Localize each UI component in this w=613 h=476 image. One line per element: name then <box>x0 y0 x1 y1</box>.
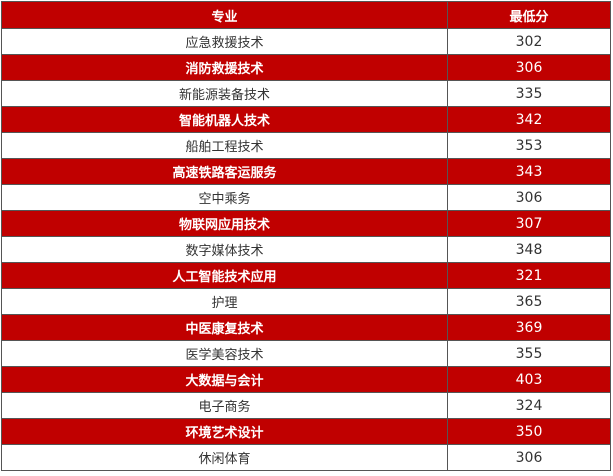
table-row: 船舶工程技术 353 <box>1 132 611 159</box>
major-cell: 中医康复技术 <box>1 314 448 341</box>
major-cell: 高速铁路客运服务 <box>1 158 448 185</box>
table-row: 数字媒体技术 348 <box>1 236 611 263</box>
table-row: 医学美容技术 355 <box>1 340 611 367</box>
major-cell: 智能机器人技术 <box>1 106 448 133</box>
major-cell: 护理 <box>1 288 448 315</box>
header-min-score: 最低分 <box>447 1 611 29</box>
table-row: 空中乘务 306 <box>1 184 611 211</box>
table-row: 环境艺术设计 350 <box>1 418 611 445</box>
score-cell: 350 <box>447 418 611 445</box>
score-cell: 355 <box>447 340 611 367</box>
score-cell: 365 <box>447 288 611 315</box>
table-row: 护理 365 <box>1 288 611 315</box>
score-cell: 306 <box>447 444 611 471</box>
table-row: 智能机器人技术 342 <box>1 106 611 133</box>
score-cell: 369 <box>447 314 611 341</box>
major-cell: 人工智能技术应用 <box>1 262 448 289</box>
score-cell: 335 <box>447 80 611 107</box>
major-cell: 数字媒体技术 <box>1 236 448 263</box>
score-cell: 343 <box>447 158 611 185</box>
score-cell: 324 <box>447 392 611 419</box>
table-row: 消防救援技术 306 <box>1 54 611 81</box>
major-cell: 电子商务 <box>1 392 448 419</box>
score-cell: 353 <box>447 132 611 159</box>
major-cell: 物联网应用技术 <box>1 210 448 237</box>
score-cell: 306 <box>447 184 611 211</box>
table-row: 中医康复技术 369 <box>1 314 611 341</box>
major-cell: 船舶工程技术 <box>1 132 448 159</box>
table-row: 新能源装备技术 335 <box>1 80 611 107</box>
score-cell: 321 <box>447 262 611 289</box>
table-row: 大数据与会计 403 <box>1 366 611 393</box>
table-row: 应急救援技术 302 <box>1 28 611 55</box>
major-cell: 休闲体育 <box>1 444 448 471</box>
table-row: 物联网应用技术 307 <box>1 210 611 237</box>
table-row: 人工智能技术应用 321 <box>1 262 611 289</box>
score-cell: 348 <box>447 236 611 263</box>
major-cell: 空中乘务 <box>1 184 448 211</box>
table-body: 应急救援技术 302 消防救援技术 306 新能源装备技术 335 智能机器人技术 342 船舶… <box>1 28 611 471</box>
major-cell: 大数据与会计 <box>1 366 448 393</box>
score-cell: 403 <box>447 366 611 393</box>
score-cell: 302 <box>447 28 611 55</box>
table-row: 电子商务 324 <box>1 392 611 419</box>
major-cell: 医学美容技术 <box>1 340 448 367</box>
score-cell: 342 <box>447 106 611 133</box>
major-cell: 消防救援技术 <box>1 54 448 81</box>
score-cell: 307 <box>447 210 611 237</box>
major-cell: 应急救援技术 <box>1 28 448 55</box>
major-cell: 新能源装备技术 <box>1 80 448 107</box>
table-row: 休闲体育 306 <box>1 444 611 471</box>
major-cell: 环境艺术设计 <box>1 418 448 445</box>
header-row: 专业 最低分 <box>1 1 611 29</box>
score-cell: 306 <box>447 54 611 81</box>
header-major: 专业 <box>1 1 448 29</box>
table-row: 高速铁路客运服务 343 <box>1 158 611 185</box>
